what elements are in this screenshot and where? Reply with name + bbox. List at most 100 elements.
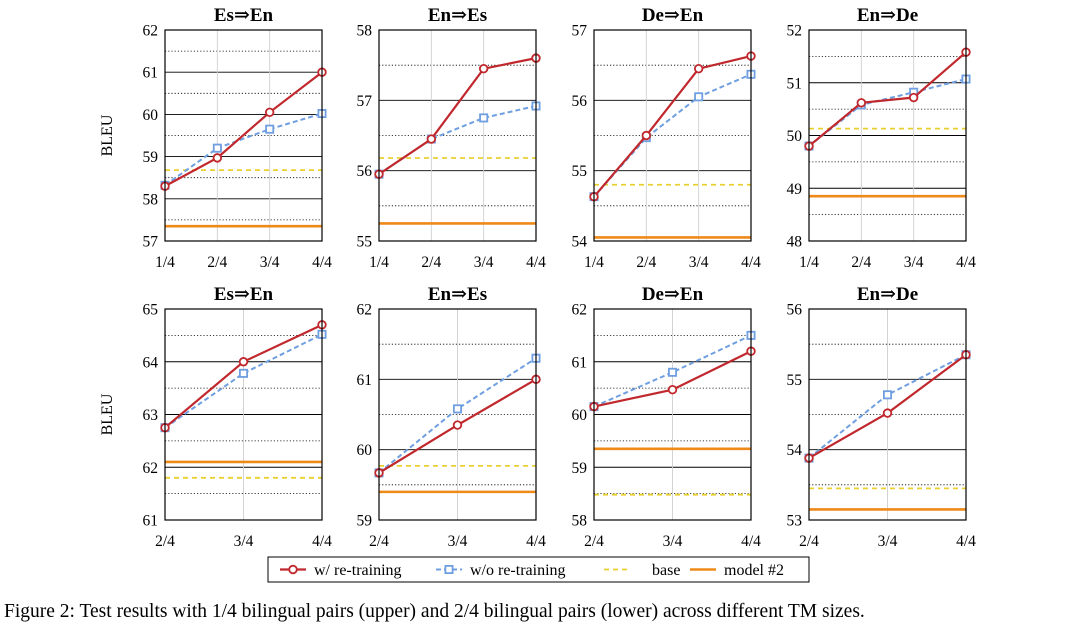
noretrain-point (265, 124, 275, 134)
x-tick-label: 4/4 (526, 254, 546, 271)
x-tick-label: 2/4 (421, 254, 441, 271)
y-tick-label: 56 (572, 93, 588, 110)
x-tick-label: 2/4 (207, 254, 227, 271)
noretrain-series-line (808, 78, 967, 147)
y-tick-label: 59 (572, 460, 588, 477)
noretrain-point (452, 404, 462, 414)
legend-box (267, 556, 810, 583)
panel-title: En⇒De (857, 284, 918, 305)
y-tick-label: 48 (787, 234, 803, 251)
y-tick-label: 59 (143, 149, 159, 166)
retrain-point (426, 134, 437, 144)
legend-noretrain-label: w/o re-training (470, 562, 566, 579)
x-tick-label: 3/4 (448, 533, 468, 550)
x-tick-label: 3/4 (234, 533, 254, 550)
x-tick-label: 3/4 (260, 254, 280, 271)
x-tick-label: 2/4 (369, 533, 389, 550)
panel-title: Es⇒En (214, 284, 274, 305)
y-tick-label: 61 (143, 65, 159, 82)
y-tick-label: 59 (357, 513, 373, 530)
legend-noretrain-marker (444, 565, 454, 575)
x-tick-label: 4/4 (741, 533, 761, 550)
x-tick-label: 1/4 (369, 254, 389, 271)
retrain-series-line (164, 71, 323, 188)
noretrain-point (238, 368, 248, 378)
panel-title: Es⇒En (214, 5, 274, 26)
panel-3: 54 55 56 57 1/4 2/4 3/4 4/4 De⇒En (572, 5, 762, 271)
noretrain-point (668, 367, 678, 377)
retrain-point (238, 357, 249, 367)
y-tick-label: 62 (143, 23, 159, 40)
x-tick-label: 3/4 (663, 533, 683, 550)
retrain-series-line (593, 54, 752, 198)
noretrain-series-line (378, 104, 537, 176)
legend-retrain-label: w/ re-training (314, 562, 402, 579)
x-tick-label: 3/4 (689, 254, 709, 271)
retrain-point (264, 107, 275, 117)
plot-frame (808, 308, 967, 521)
retrain-point (212, 153, 223, 163)
plot-frame (378, 308, 537, 521)
y-tick-label: 65 (143, 302, 159, 319)
panel-title: De⇒En (642, 5, 704, 26)
x-tick-label: 3/4 (474, 254, 494, 271)
y-tick-label: 54 (572, 234, 588, 251)
y-tick-label: 58 (143, 191, 159, 208)
x-tick-label: 2/4 (851, 254, 871, 271)
y-tick-label: 50 (787, 128, 803, 145)
panel-title: En⇒Es (428, 5, 487, 26)
y-tick-label: 57 (357, 93, 373, 110)
y-tick-label: 55 (357, 234, 373, 251)
x-tick-label: 4/4 (526, 533, 546, 550)
y-tick-label: 63 (143, 407, 159, 424)
y-tick-label: 60 (572, 407, 588, 424)
panel-6: 59 60 61 62 2/4 3/4 4/4 En⇒Es (357, 284, 547, 550)
plot-frame (164, 308, 323, 521)
y-tick-label: 51 (787, 75, 803, 92)
plot-frame (593, 308, 752, 521)
y-tick-label: 52 (787, 23, 803, 40)
y-axis-label: BLEU (99, 393, 116, 435)
y-axis-label: BLEU (99, 114, 116, 156)
x-tick-label: 4/4 (741, 254, 761, 271)
plot-frame (164, 29, 323, 242)
panel-title: En⇒De (857, 5, 918, 26)
noretrain-series-line (378, 357, 537, 474)
legend: w/ re-training w/o re-training base model #… (267, 556, 810, 583)
x-tick-label: 1/4 (584, 254, 604, 271)
panel-4: 48 49 50 51 52 1/4 2/4 3/4 4/4 En⇒De (787, 5, 977, 271)
y-tick-label: 57 (143, 234, 159, 251)
panel-7: 58 59 60 61 62 2/4 3/4 4/4 De⇒En (572, 284, 762, 550)
y-tick-label: 61 (143, 513, 159, 530)
plot-frame (378, 29, 537, 242)
y-tick-label: 58 (572, 513, 588, 530)
x-tick-label: 4/4 (312, 533, 332, 550)
y-tick-label: 64 (143, 354, 159, 371)
plot-frame (593, 29, 752, 242)
x-tick-label: 4/4 (956, 254, 976, 271)
noretrain-point (479, 113, 489, 123)
x-tick-label: 2/4 (584, 533, 604, 550)
x-tick-label: 3/4 (904, 254, 924, 271)
y-tick-label: 49 (787, 181, 803, 198)
y-tick-label: 62 (143, 460, 159, 477)
retrain-point (478, 63, 489, 74)
panel-title: De⇒En (642, 284, 704, 305)
y-tick-label: 58 (357, 23, 373, 40)
noretrain-series-line (164, 112, 323, 187)
y-tick-label: 56 (357, 163, 373, 180)
noretrain-point (694, 92, 704, 102)
y-tick-label: 56 (787, 302, 803, 319)
x-tick-label: 1/4 (155, 254, 175, 271)
figure-caption: Figure 2: Test results with 1/4 bilingua… (4, 601, 865, 622)
legend-model2-label: model #2 (724, 562, 784, 579)
y-tick-label: 61 (357, 372, 373, 389)
y-tick-label: 62 (357, 302, 373, 319)
x-tick-label: 4/4 (956, 533, 976, 550)
retrain-point (452, 420, 463, 430)
x-tick-label: 2/4 (155, 533, 175, 550)
y-tick-label: 62 (572, 302, 588, 319)
panel-2: 55 56 57 58 1/4 2/4 3/4 4/4 En⇒Es (357, 5, 547, 271)
legend-retrain-marker (288, 564, 298, 575)
